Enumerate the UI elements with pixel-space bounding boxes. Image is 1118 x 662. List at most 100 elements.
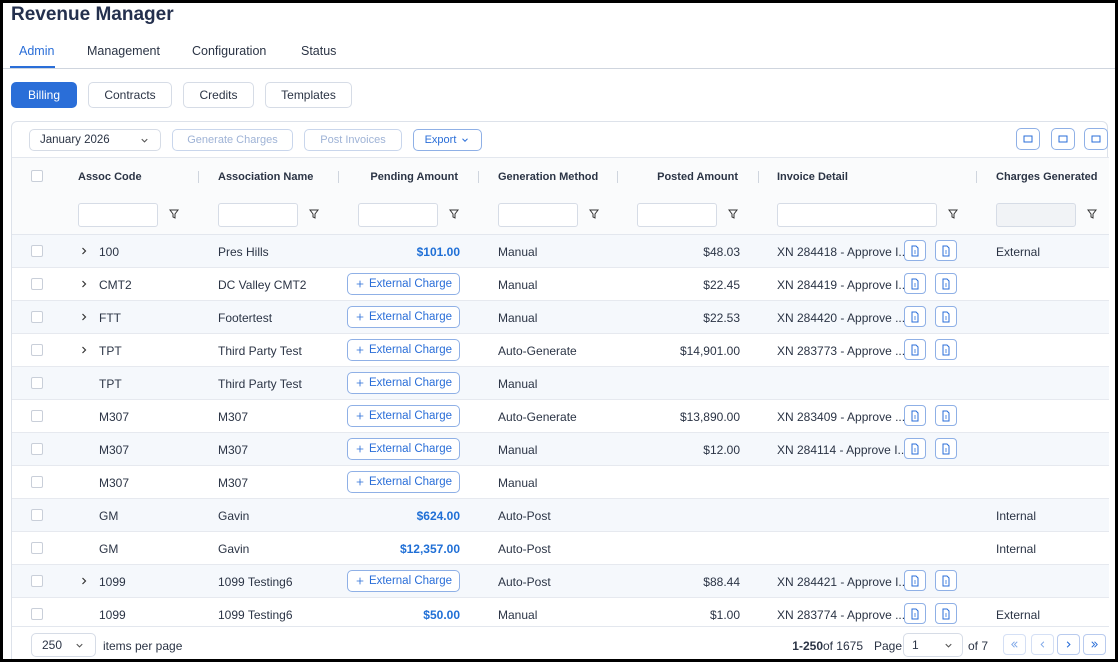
toolbar-icon[interactable] — [1084, 128, 1108, 150]
button-label: External Charge — [368, 278, 453, 290]
pending-amount: $50.00 — [423, 608, 460, 622]
external-charge-button[interactable]: External Charge — [347, 372, 460, 394]
invoice-file-button[interactable] — [935, 570, 957, 591]
invoice-file-button[interactable] — [904, 603, 926, 624]
export-button[interactable]: Export — [413, 129, 482, 151]
subtab[interactable]: Contracts — [88, 82, 172, 108]
filter-button[interactable] — [1086, 208, 1098, 220]
icon — [911, 575, 919, 586]
icon — [942, 575, 950, 586]
row-checkbox[interactable] — [31, 443, 43, 455]
pager-button[interactable] — [1057, 634, 1080, 655]
generation-method: Auto-Post — [498, 509, 551, 523]
external-charge-button[interactable]: External Charge — [347, 273, 460, 295]
invoice-file-button[interactable] — [904, 306, 926, 327]
page-select[interactable]: 1 — [903, 633, 963, 657]
filter-button[interactable] — [947, 208, 959, 220]
post-button[interactable]: Post Invoices — [304, 129, 402, 151]
filter-input[interactable] — [777, 203, 937, 227]
month-select[interactable]: January 2026 — [29, 129, 161, 151]
row-checkbox[interactable] — [31, 509, 43, 521]
row-checkbox[interactable] — [31, 575, 43, 587]
subtab[interactable]: Credits — [183, 82, 254, 108]
filter-input[interactable] — [358, 203, 438, 227]
invoice-detail: XN 283773 - Approve ... — [777, 344, 906, 358]
invoice-file-button[interactable] — [935, 240, 957, 261]
icon — [911, 410, 919, 421]
pager-button[interactable] — [1003, 634, 1026, 655]
invoice-file-button[interactable] — [935, 339, 957, 360]
external-charge-button[interactable]: External Charge — [347, 570, 460, 592]
filter-input[interactable] — [996, 203, 1076, 227]
filter-button[interactable] — [727, 208, 739, 220]
assoc-name: M307 — [218, 476, 249, 490]
expand-toggle[interactable] — [78, 344, 90, 356]
icon — [169, 209, 179, 219]
posted-amount: $14,901.00 — [679, 344, 740, 358]
footer: 250 items per page 1-250 of 1675 Page 1 of 7 — [12, 626, 1109, 659]
invoice-file-button[interactable] — [904, 405, 926, 426]
invoice-file-button[interactable] — [935, 273, 957, 294]
column-header: Pending Amount — [370, 171, 458, 183]
icon — [356, 379, 364, 387]
invoice-file-button[interactable] — [935, 306, 957, 327]
column-header: Charges Generated — [996, 171, 1098, 183]
filter-input[interactable] — [637, 203, 717, 227]
icon — [449, 209, 459, 219]
tab[interactable]: Management — [87, 44, 160, 58]
row-checkbox[interactable] — [31, 410, 43, 422]
external-charge-button[interactable]: External Charge — [347, 306, 460, 328]
toolbar-icon[interactable] — [1016, 128, 1040, 150]
invoice-file-button[interactable] — [904, 438, 926, 459]
tab[interactable]: Configuration — [192, 44, 267, 58]
tab[interactable]: Admin — [19, 44, 55, 58]
expand-toggle[interactable] — [78, 575, 90, 587]
subtab[interactable]: Templates — [265, 82, 352, 108]
subtab[interactable]: Billing — [11, 82, 77, 108]
table-row: GM Gavin $624.00 Auto-Post Internal — [12, 499, 1109, 532]
row-checkbox[interactable] — [31, 608, 43, 620]
pager-button[interactable] — [1031, 634, 1054, 655]
invoice-file-button[interactable] — [904, 273, 926, 294]
expand-toggle[interactable] — [78, 278, 90, 290]
external-charge-button[interactable]: External Charge — [347, 438, 460, 460]
filter-button[interactable] — [448, 208, 460, 220]
row-checkbox[interactable] — [31, 311, 43, 323]
external-charge-button[interactable]: External Charge — [347, 339, 460, 361]
invoice-detail: XN 284114 - Approve I... — [777, 443, 908, 457]
external-charge-button[interactable]: External Charge — [347, 471, 460, 493]
row-checkbox[interactable] — [31, 278, 43, 290]
header-checkbox[interactable] — [31, 170, 43, 182]
column-header: Association Name — [218, 171, 314, 183]
invoice-file-button[interactable] — [935, 603, 957, 624]
invoice-file-button[interactable] — [935, 405, 957, 426]
row-checkbox[interactable] — [31, 344, 43, 356]
filter-button[interactable] — [168, 208, 180, 220]
toolbar-icon[interactable] — [1051, 128, 1075, 150]
row-checkbox[interactable] — [31, 476, 43, 488]
filter-button[interactable] — [588, 208, 600, 220]
icon — [356, 577, 364, 585]
page-size-select[interactable]: 250 — [31, 633, 96, 657]
charges-generated: Internal — [996, 542, 1037, 556]
external-charge-button[interactable]: External Charge — [347, 405, 460, 427]
table-row: CMT2 DC Valley CMT2 External Charge Manual $… — [12, 268, 1109, 301]
expand-toggle[interactable] — [78, 311, 90, 323]
filter-input[interactable] — [218, 203, 298, 227]
invoice-file-button[interactable] — [904, 570, 926, 591]
tab[interactable]: Status — [301, 44, 337, 58]
pager-button[interactable] — [1083, 634, 1106, 655]
row-checkbox[interactable] — [31, 542, 43, 554]
invoice-file-button[interactable] — [904, 339, 926, 360]
invoice-file-button[interactable] — [904, 240, 926, 261]
generate-button[interactable]: Generate Charges — [172, 129, 293, 151]
filter-input[interactable] — [498, 203, 578, 227]
column-separator — [617, 171, 618, 183]
row-checkbox[interactable] — [31, 377, 43, 389]
expand-toggle[interactable] — [78, 245, 90, 257]
invoice-file-button[interactable] — [935, 438, 957, 459]
filter-button[interactable] — [308, 208, 320, 220]
column-separator — [758, 171, 759, 183]
row-checkbox[interactable] — [31, 245, 43, 257]
filter-input[interactable] — [78, 203, 158, 227]
